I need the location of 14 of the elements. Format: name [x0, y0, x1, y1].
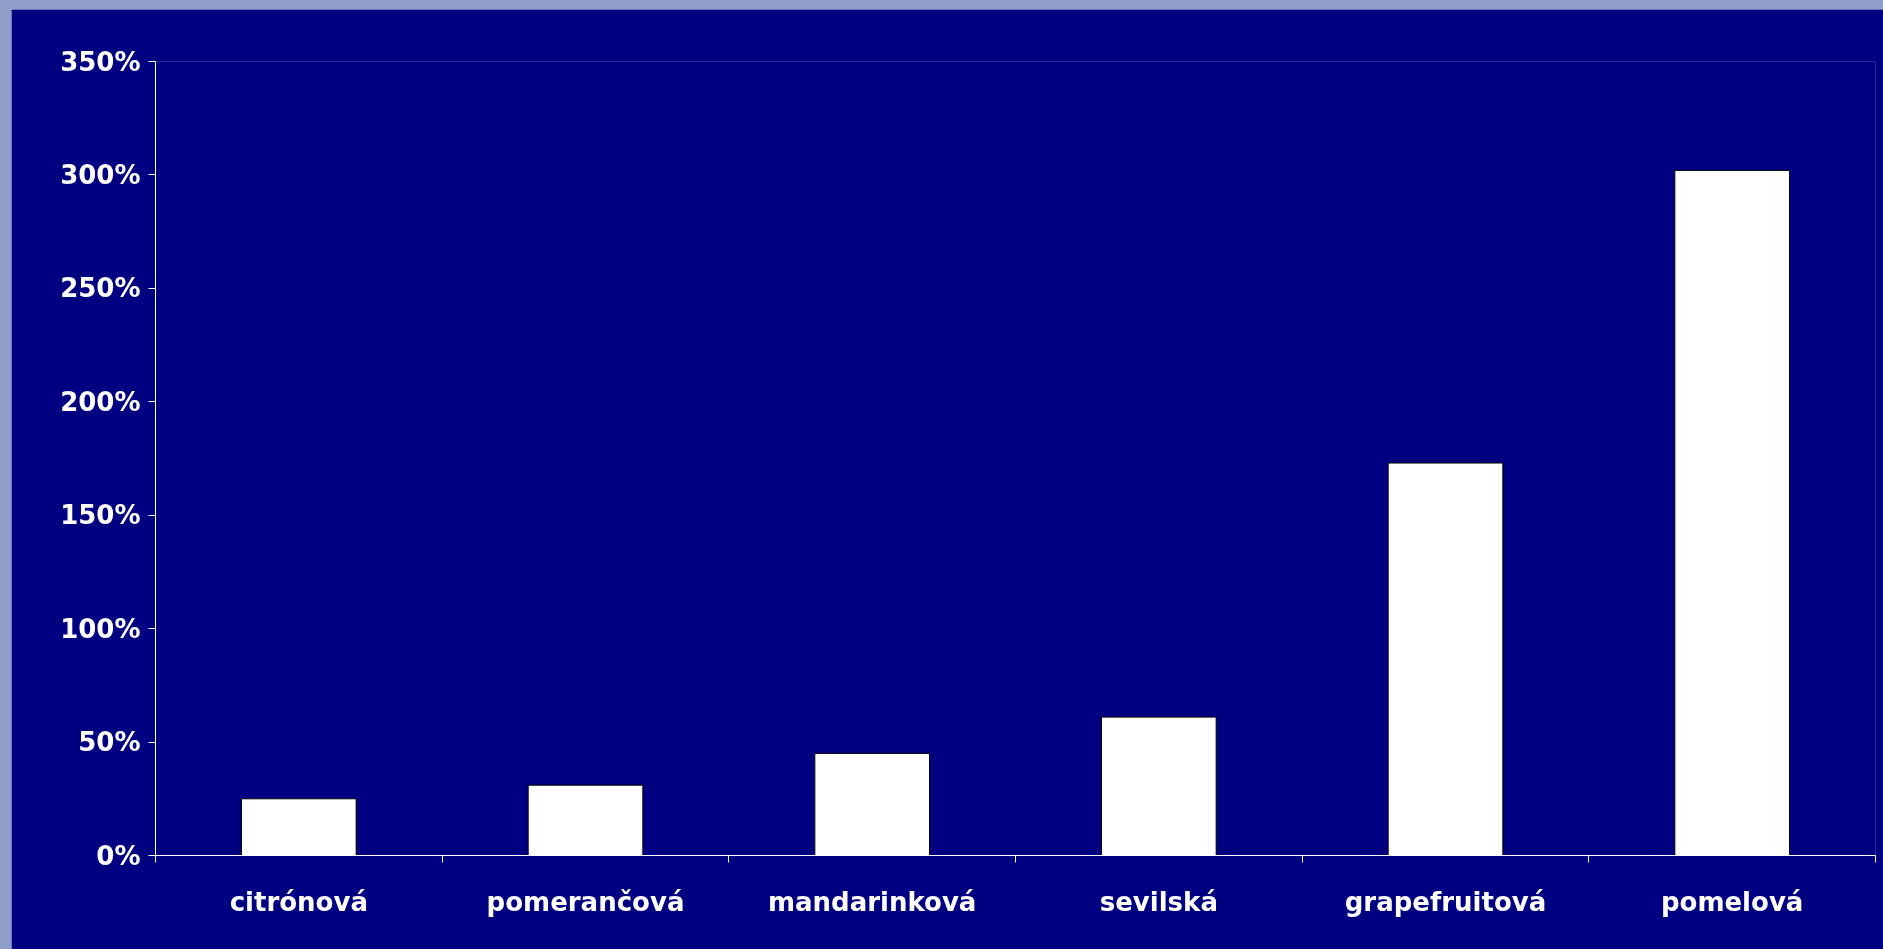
- y-tick-label: 100%: [60, 613, 141, 644]
- y-tick-label: 300%: [60, 159, 141, 190]
- x-tick-label: sevilská: [1099, 886, 1218, 917]
- x-tick-label: grapefruitová: [1344, 886, 1547, 917]
- x-tick-label: pomelová: [1660, 886, 1804, 917]
- y-tick-label: 350%: [60, 46, 141, 77]
- x-tick-label: mandarinková: [767, 886, 977, 917]
- y-tick-label: 200%: [60, 386, 141, 417]
- x-tick-label: pomerančová: [486, 886, 685, 917]
- x-tick-label: citrónová: [229, 886, 368, 917]
- y-tick-label: 150%: [60, 500, 141, 531]
- y-tick-label: 0%: [96, 840, 141, 871]
- y-tick-label: 50%: [78, 727, 141, 758]
- y-tick-label: 250%: [60, 273, 141, 304]
